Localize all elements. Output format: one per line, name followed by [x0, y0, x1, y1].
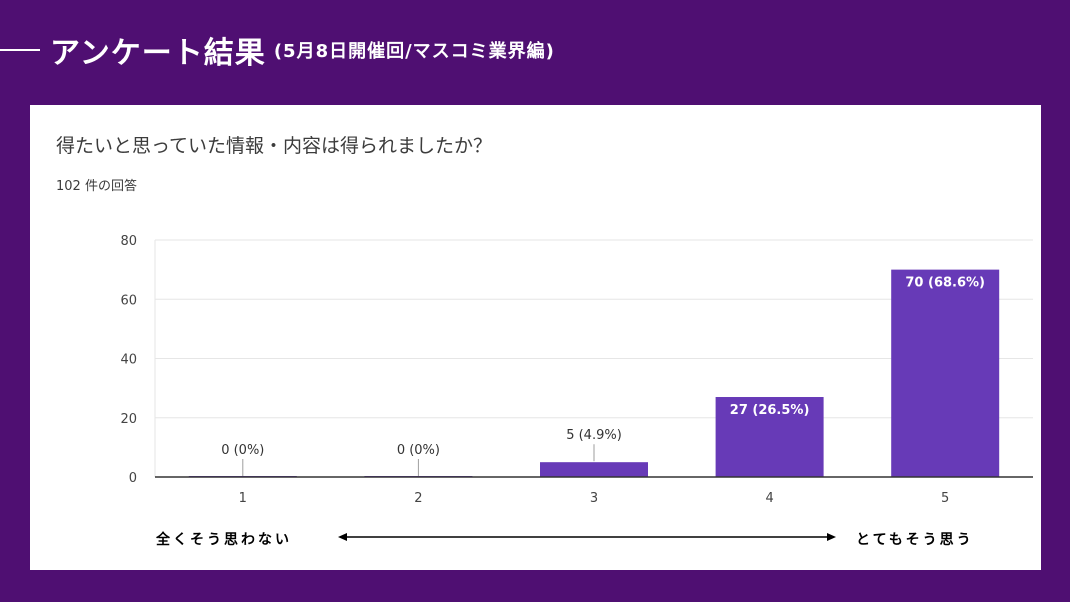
data-label: 0 (0%) [397, 443, 440, 458]
slide-subtitle: (5月8日開催回/マスコミ業界編) [273, 41, 555, 62]
x-tick-label: 2 [414, 491, 422, 506]
data-label: 70 (68.6%) [905, 276, 985, 291]
y-tick-label: 40 [120, 353, 137, 368]
y-tick-label: 0 [129, 471, 137, 486]
x-tick-label: 5 [941, 491, 949, 506]
question-text: 得たいと思っていた情報・内容は得られましたか？ [56, 135, 493, 157]
response-count: 102 件の回答 [56, 179, 137, 194]
bar [891, 269, 1000, 477]
data-label: 27 (26.5%) [730, 403, 810, 418]
bar [540, 462, 648, 477]
y-tick-label: 60 [120, 293, 137, 308]
x-tick-label: 3 [590, 491, 598, 506]
y-tick-label: 80 [120, 234, 137, 249]
header-rule [0, 49, 40, 51]
slide-title: アンケート結果 [50, 36, 266, 71]
y-tick-label: 20 [120, 412, 137, 427]
bar [715, 397, 824, 477]
scale-arrow-left-head [338, 533, 347, 541]
x-tick-label: 1 [239, 491, 247, 506]
scale-label-left: 全くそう思わない [156, 532, 292, 548]
scale-arrow-right-head [827, 533, 836, 541]
scale-label-right: とてもそう思う [856, 532, 974, 548]
data-label: 0 (0%) [221, 443, 264, 458]
data-label: 5 (4.9%) [566, 428, 622, 443]
slide-header: アンケート結果 (5月8日開催回/マスコミ業界編) [0, 28, 555, 72]
survey-card: 得たいと思っていた情報・内容は得られましたか？ 102 件の回答 0 20 40 60… [30, 105, 1041, 570]
x-tick-label: 4 [765, 491, 773, 506]
bar-chart: 0 20 40 60 80 0 (0%) 1 0 (0%) 2 5 (4.9%) 3 27 (26.5… [120, 234, 1033, 541]
